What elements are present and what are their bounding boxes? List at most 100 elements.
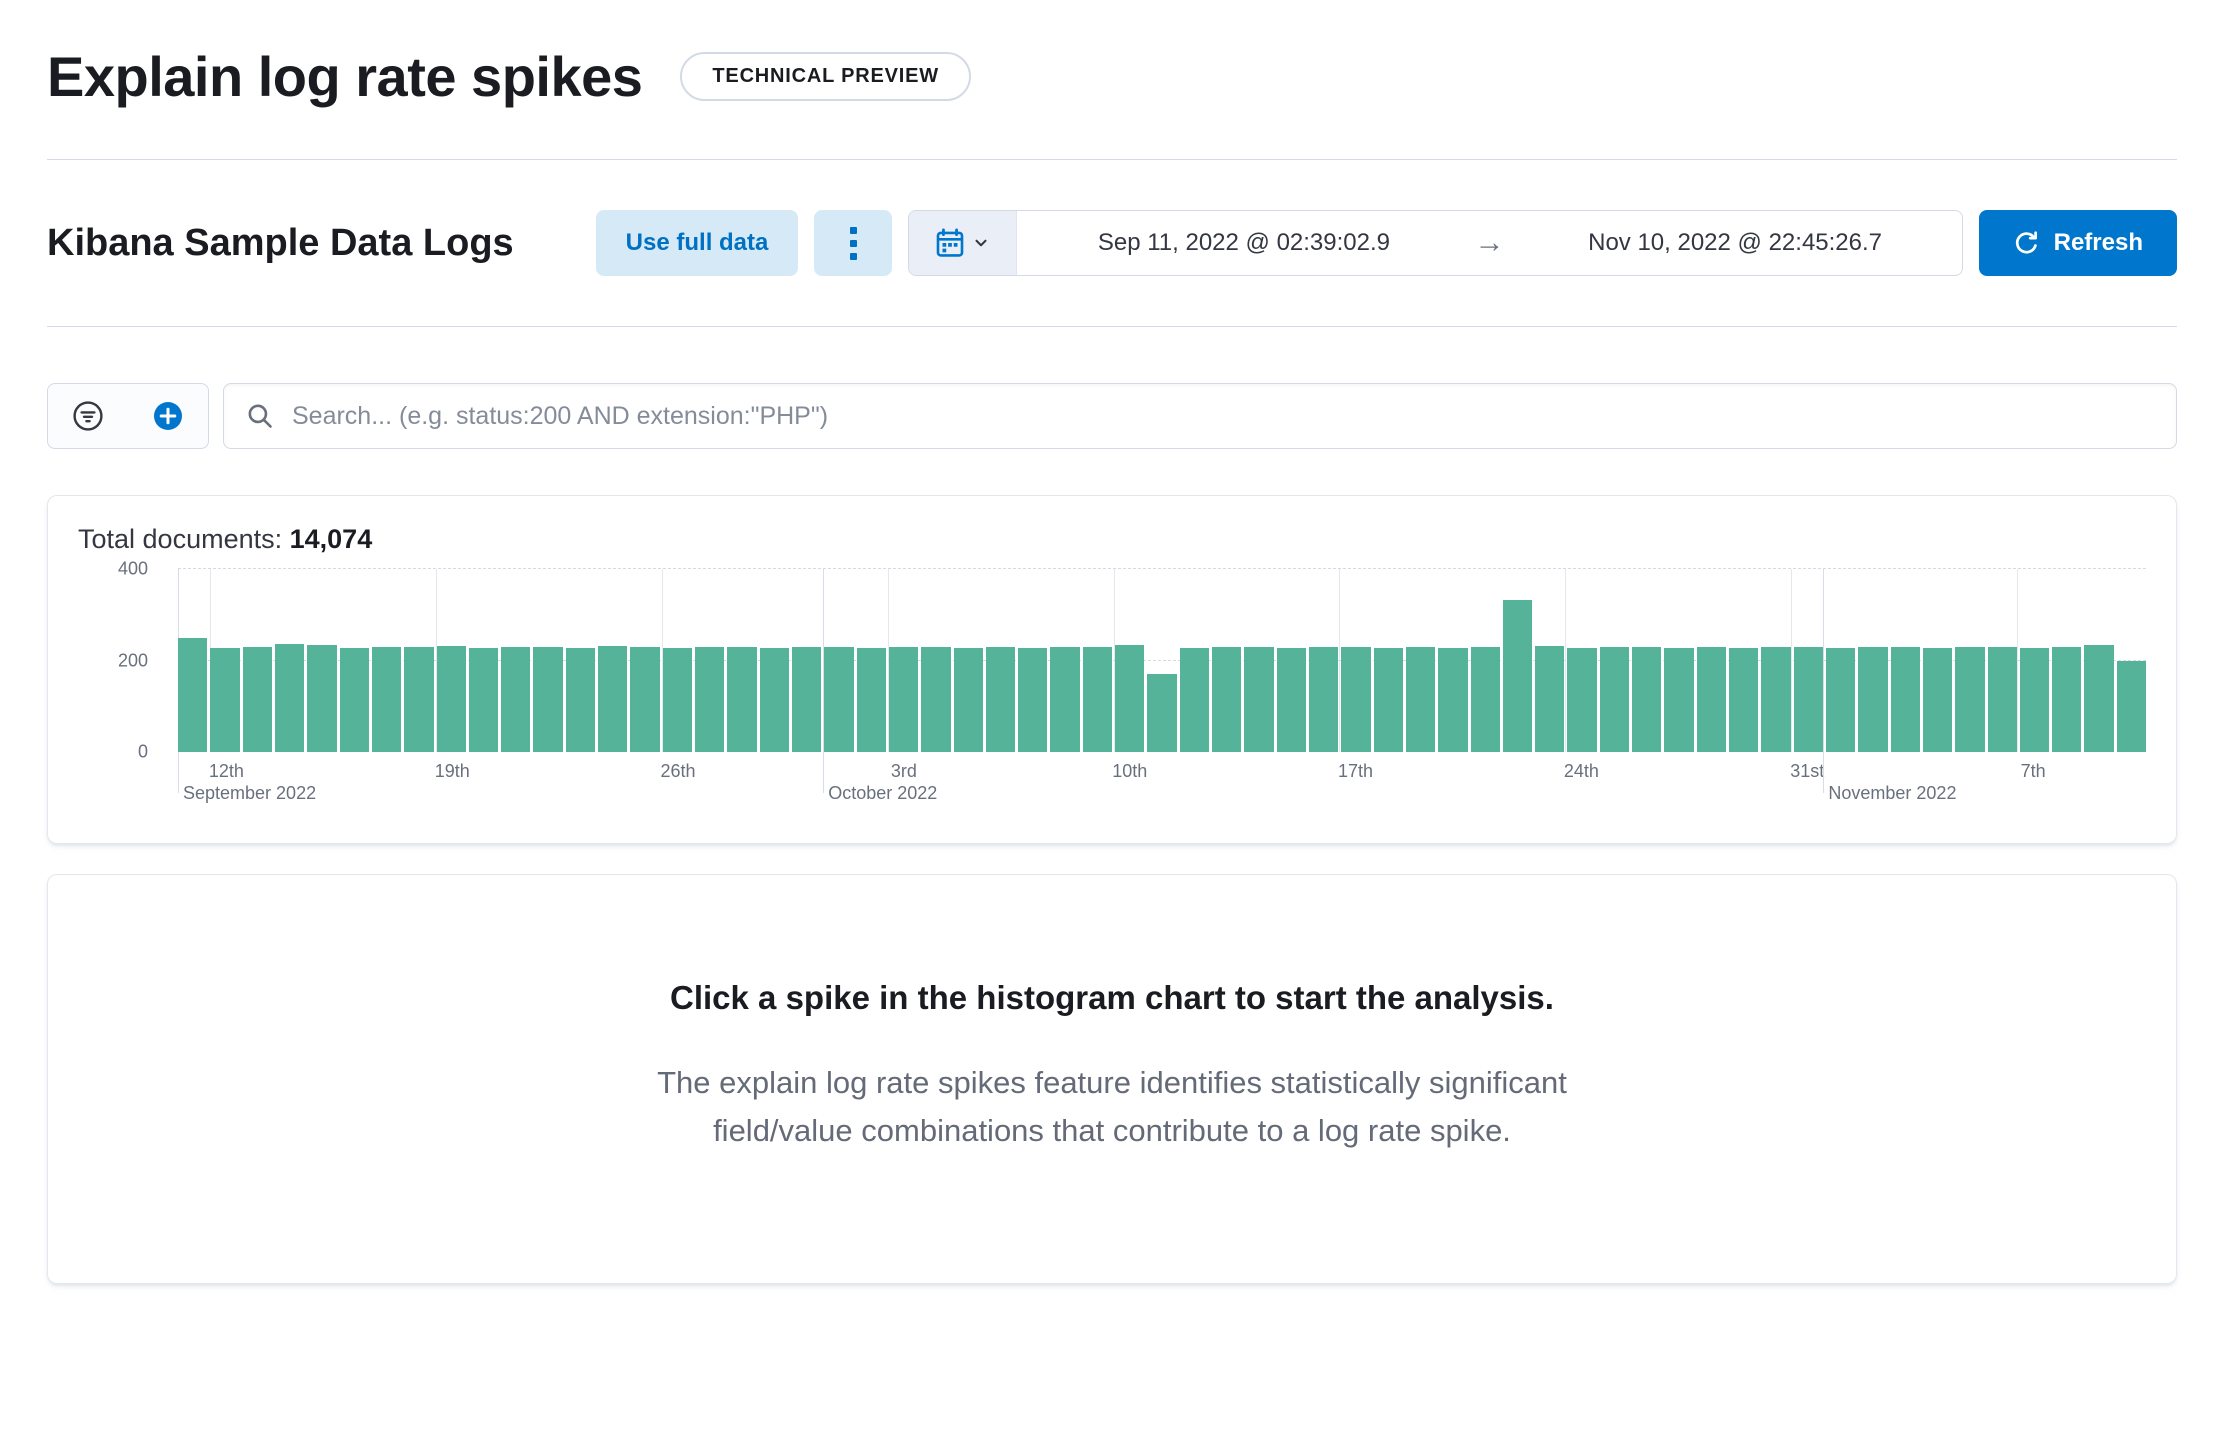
filter-button-group [47, 383, 209, 449]
histogram-bar[interactable] [985, 646, 1016, 752]
boxes-vertical-icon [849, 252, 857, 260]
histogram-bar[interactable] [759, 647, 789, 752]
histogram-bar[interactable] [1858, 646, 1888, 752]
histogram-bar[interactable] [1599, 646, 1630, 752]
histogram-bar[interactable] [533, 647, 563, 752]
prompt-description: The explain log rate spikes feature iden… [657, 1065, 1567, 1149]
histogram-bar[interactable] [1470, 647, 1500, 752]
histogram-bar[interactable] [565, 647, 596, 752]
histogram-bar[interactable] [1308, 646, 1339, 752]
y-axis-tick-label: 400 [117, 558, 148, 579]
histogram-bar[interactable] [1276, 647, 1306, 752]
histogram-bar[interactable] [1212, 646, 1242, 752]
histogram-bar[interactable] [1373, 647, 1403, 752]
use-full-data-button[interactable]: Use full data [595, 210, 799, 276]
histogram-bar[interactable] [1761, 647, 1791, 752]
total-documents-value: 14,074 [289, 524, 373, 554]
histogram-bar[interactable] [630, 647, 660, 752]
histogram-bar[interactable] [274, 644, 305, 752]
histogram-bar[interactable] [1502, 599, 1533, 752]
histogram-bar[interactable] [210, 647, 240, 752]
histogram-bar[interactable] [1696, 646, 1726, 752]
histogram-bar[interactable] [1825, 647, 1856, 752]
x-axis-tick-label: 12th [208, 761, 244, 781]
histogram-bar[interactable] [1082, 646, 1113, 752]
histogram-bar[interactable] [2019, 647, 2050, 752]
histogram-bar[interactable] [404, 647, 434, 752]
histogram-bar[interactable] [1244, 647, 1274, 752]
x-axis-tick-label: 3rd [890, 761, 917, 781]
histogram-bar[interactable] [1050, 647, 1080, 752]
histogram-bar[interactable] [1793, 646, 1823, 752]
histogram-bar[interactable] [2052, 646, 2082, 752]
histogram-bar[interactable] [1955, 646, 1985, 752]
histogram-bar[interactable] [824, 647, 854, 752]
date-range-picker: Sep 11, 2022 @ 02:39:02.9 → Nov 10, 2022… [908, 210, 1963, 276]
histogram-bar[interactable] [1567, 647, 1597, 752]
filter-toggle-button[interactable] [48, 384, 128, 448]
data-view-title: Kibana Sample Data Logs [47, 221, 514, 264]
histogram-bar[interactable] [242, 646, 272, 752]
histogram-bar[interactable] [2084, 645, 2114, 752]
histogram-bar[interactable] [436, 646, 466, 752]
search-field [223, 383, 2177, 449]
histogram-bar[interactable] [1147, 674, 1177, 752]
histogram-bar[interactable] [1632, 647, 1662, 752]
histogram-bar[interactable] [888, 646, 919, 752]
histogram-bar[interactable] [339, 647, 369, 752]
histogram-bars [178, 569, 2147, 752]
boxes-vertical-icon [849, 226, 857, 234]
refresh-button-label: Refresh [2053, 229, 2143, 256]
y-axis-tick-label: 200 [117, 650, 148, 670]
x-axis-tick-label: 19th [434, 761, 470, 781]
refresh-icon [2015, 230, 2037, 254]
sampling-options-button[interactable] [814, 210, 893, 276]
histogram-bar[interactable] [921, 647, 951, 752]
histogram-bar[interactable] [2116, 660, 2147, 752]
calendar-icon [937, 228, 964, 257]
histogram-bar[interactable] [1987, 647, 2017, 752]
histogram-bar[interactable] [1115, 645, 1145, 752]
horizontal-gridline [178, 568, 2146, 569]
histogram-bar[interactable] [727, 647, 757, 752]
end-date-button[interactable]: Nov 10, 2022 @ 22:45:26.7 [1509, 211, 1962, 275]
histogram-bar[interactable] [501, 646, 531, 752]
histogram-bar[interactable] [178, 637, 208, 752]
histogram-bar[interactable] [856, 647, 886, 752]
histogram-bar[interactable] [791, 646, 822, 752]
plus-circle-icon [154, 402, 182, 430]
date-quick-select-button[interactable] [909, 211, 1018, 275]
histogram-bar[interactable] [307, 644, 337, 752]
histogram-bar[interactable] [468, 647, 499, 752]
search-input[interactable] [290, 400, 2154, 432]
histogram-bar[interactable] [371, 646, 402, 752]
x-axis-tick-label: 26th [660, 761, 696, 781]
histogram-bar[interactable] [1890, 647, 1920, 752]
histogram-bar[interactable] [1179, 647, 1209, 752]
document-count-panel: Total documents: 14,074 0 200 400 12th 19th… [47, 495, 2177, 844]
x-axis-month-label: September 2022 [183, 783, 317, 803]
histogram-bar[interactable] [1018, 647, 1048, 752]
histogram-bar[interactable] [598, 646, 628, 752]
histogram-bar[interactable] [1405, 646, 1436, 752]
y-axis-tick-label: 0 [137, 741, 148, 762]
histogram-bar[interactable] [1664, 647, 1694, 752]
header-divider [47, 159, 2177, 160]
start-date-button[interactable]: Sep 11, 2022 @ 02:39:02.9 [1017, 211, 1470, 275]
histogram-bar[interactable] [1922, 647, 1953, 752]
prompt-title: Click a spike in the histogram chart to … [670, 979, 1554, 1016]
refresh-button[interactable]: Refresh [1978, 210, 2177, 276]
histogram-bar[interactable] [1729, 647, 1759, 752]
x-axis-month-label: October 2022 [828, 783, 938, 803]
histogram-bar[interactable] [953, 647, 983, 752]
histogram-bar[interactable] [1438, 647, 1468, 752]
histogram-bar[interactable] [662, 647, 692, 752]
x-axis-month-label: November 2022 [1828, 783, 1957, 803]
add-filter-button[interactable] [128, 384, 208, 448]
histogram-bar[interactable] [695, 646, 725, 752]
histogram-bar[interactable] [1341, 647, 1371, 752]
analysis-prompt-panel: Click a spike in the histogram chart to … [47, 874, 2177, 1285]
histogram-bar[interactable] [1535, 645, 1565, 752]
page-title: Explain log rate spikes [47, 45, 643, 108]
page-header: Explain log rate spikes TECHNICAL PREVIE… [47, 0, 2177, 109]
